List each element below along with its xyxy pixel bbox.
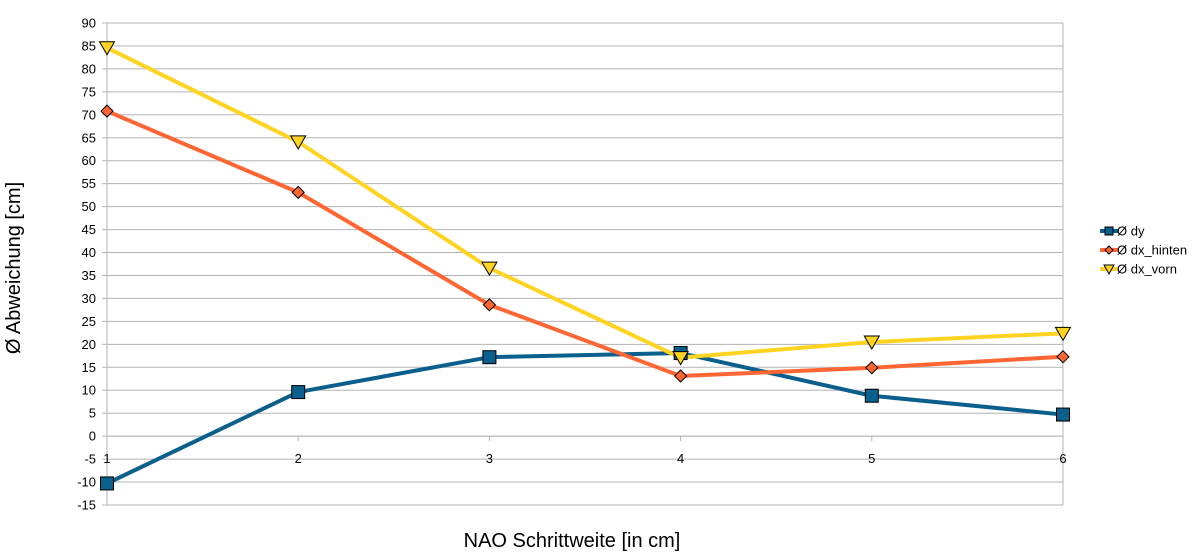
x-tick-labels: 1 2 3 4 5 6 (103, 451, 1066, 466)
series-1-marker (865, 361, 879, 375)
series-2-marker (863, 335, 881, 351)
y-tick-label: 0 (89, 429, 96, 444)
x-tick-label: 6 (1059, 451, 1066, 466)
y-tick-label: 85 (82, 38, 96, 53)
y-tick-label: 65 (82, 130, 96, 145)
x-tick-label: 1 (103, 451, 110, 466)
series-1-marker (100, 104, 114, 118)
y-tick-label: -5 (84, 452, 96, 467)
series-2-marker (289, 135, 307, 150)
y-tick-label: 30 (82, 291, 96, 306)
y-tick-label: 90 (82, 16, 96, 31)
legend-label: Ø dy (1117, 224, 1145, 239)
x-tick-label: 2 (295, 451, 302, 466)
legend-marker (1103, 264, 1115, 276)
series-2-marker (98, 41, 116, 56)
x-axis-title: NAO Schrittweite [in cm] (464, 530, 681, 552)
y-tick-label: 20 (82, 337, 96, 352)
y-tick-label: 60 (82, 153, 96, 168)
y-tick-label: 70 (82, 107, 96, 122)
y-tick-label: -15 (77, 498, 96, 513)
y-tick-label: 50 (82, 199, 96, 214)
legend-label: Ø dx_hinten (1117, 243, 1187, 258)
series-line-1 (105, 109, 1065, 379)
y-tick-label: 10 (82, 383, 96, 398)
series-0-marker (291, 385, 306, 400)
series-0-marker (482, 350, 497, 365)
axes (102, 22, 1064, 506)
y-tick-label: 80 (82, 61, 96, 76)
y-tick-label: 40 (82, 245, 96, 260)
y-tick-labels: -15 -10 -5 0 5 10 15 20 25 30 35 40 45 50 55 60 65 70 75 80… (77, 16, 96, 513)
y-tick-label: 45 (82, 222, 96, 237)
series-2-marker (672, 351, 689, 366)
y-tick-label: -10 (77, 475, 96, 490)
series-0-marker (1056, 407, 1070, 422)
legend-marker (1104, 226, 1114, 236)
y-tick-label: 75 (82, 84, 96, 99)
y-axis-title: Ø Abweichung [cm] (3, 182, 25, 354)
series-1-marker (291, 185, 305, 200)
series-markers (98, 41, 1072, 491)
legend-marker (1104, 245, 1114, 255)
x-tick-label: 4 (677, 451, 684, 466)
y-tick-label: 5 (89, 406, 96, 421)
legend: Ø dy Ø dx_hinten Ø dx_vorn (1100, 224, 1187, 277)
x-tick-label: 3 (486, 451, 493, 466)
series-2-marker (481, 261, 498, 277)
series-1-marker (482, 298, 497, 312)
y-tick-label: 25 (82, 314, 96, 329)
series-2-marker (1054, 326, 1072, 342)
x-tick-label: 5 (868, 451, 875, 466)
y-tick-label: 15 (82, 360, 96, 375)
y-tick-label: 35 (82, 268, 96, 283)
gridlines (107, 22, 1063, 506)
series-0-marker (100, 476, 114, 491)
series-line-0 (105, 351, 1065, 486)
series-1-marker (673, 369, 688, 383)
series-0-marker (864, 388, 879, 403)
series-1-marker (1056, 350, 1070, 364)
y-tick-label: 55 (82, 176, 96, 191)
legend-label: Ø dx_vorn (1117, 262, 1177, 277)
series-lines (105, 45, 1065, 486)
series-line-2 (105, 45, 1065, 360)
